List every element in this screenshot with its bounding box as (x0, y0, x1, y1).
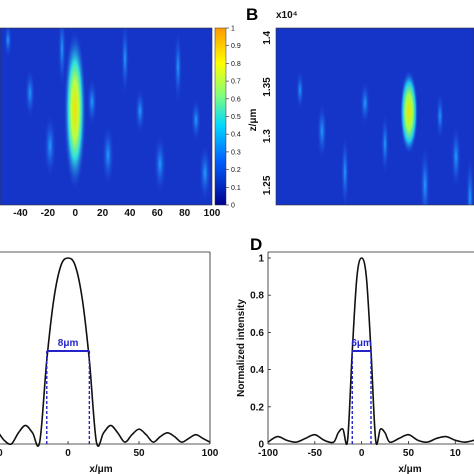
panel-b-y-tick-label: 1.25 (262, 175, 273, 195)
x-tick-label: 0 (359, 448, 365, 459)
panel-b-heatmap (276, 28, 474, 205)
colorbar-tick-label: 0.4 (231, 132, 241, 139)
panel-b-streak (360, 81, 370, 125)
panel-d-y-tick-label: 1 (258, 254, 264, 265)
panel-a-x-tick-label: -40 (13, 208, 28, 219)
panel-b-frame (275, 27, 474, 206)
colorbar-tick-label: 0.5 (231, 114, 241, 121)
panel-a-streak (4, 28, 12, 58)
colorbar-tick-label: 0.8 (231, 61, 241, 68)
panel-a-streak (58, 28, 66, 88)
colorbar (214, 27, 227, 206)
panel-c-fwhm-marker (46, 350, 91, 444)
panel-a-heatmap (0, 28, 212, 205)
panel-c-fwhm-label: 8μm (58, 338, 79, 349)
panel-b-streak (296, 70, 304, 110)
panel-a-streak (199, 144, 211, 202)
panel-b-background (276, 28, 474, 205)
panel-b-streak (466, 156, 474, 205)
colorbar-tick-label: 0.6 (231, 96, 241, 103)
panel-a-streak (154, 134, 166, 194)
x-tick-label: 0 (65, 448, 71, 459)
panel-a-x-tick-label: 60 (152, 208, 164, 219)
panel-c-plot: 8μm 50 0 50 100 x/μm (0, 251, 219, 474)
colorbar-tick-label: 0.3 (231, 149, 241, 156)
panel-c-x-label: x/μm (89, 464, 112, 474)
panel-b-streak (317, 102, 327, 160)
x-tick-label: 50 (403, 448, 415, 459)
colorbar-tick-label: 0.9 (231, 43, 241, 50)
panel-d-plot: 6μm -100 -50 0 50 10 00.20.40.60.81 x/μm Nor… (236, 251, 474, 474)
panel-a-focal-peak (64, 30, 86, 190)
panel-a-x-tick-label: 80 (179, 208, 191, 219)
panel-d-y-tick-label: 0.4 (250, 365, 264, 376)
panel-a-x-ticks: -40 -20 0 20 40 60 80 100 (13, 208, 220, 219)
panel-d-y-label: Normalized intensity (236, 299, 247, 397)
panel-d-intensity-curve (267, 257, 474, 446)
panel-b-y-tick-label: 1.35 (262, 77, 273, 97)
panel-a-streak (87, 78, 97, 126)
panel-b-y-ticks: 1.25 1.3 1.35 1.4 (262, 30, 273, 195)
panel-d-fwhm-marker (351, 350, 372, 444)
panel-b-streak (420, 145, 430, 205)
panel-b-y-multiplier: x10⁴ (276, 10, 298, 21)
panel-a-streak (135, 88, 145, 134)
panel-b-streak (381, 113, 389, 175)
panel-d-y-tick-label: 0.6 (250, 328, 264, 339)
panel-d-fwhm-label: 6μm (351, 338, 372, 349)
panel-d-x-label: x/μm (398, 464, 421, 474)
panel-b-focal-peak (400, 70, 418, 154)
colorbar-tick-label: 1 (231, 26, 235, 33)
panel-label-b: B (246, 5, 258, 24)
x-tick-label: -100 (258, 448, 278, 459)
panel-a-streak (191, 98, 201, 142)
colorbar-tick-label: 0.1 (231, 185, 241, 192)
panel-a-streak (25, 68, 35, 118)
panel-a-streaks (4, 28, 211, 202)
x-tick-label: -50 (308, 448, 323, 459)
panel-c-x-ticks: 50 0 50 100 (0, 441, 219, 459)
panel-d-y-tick-label: 0 (258, 440, 264, 451)
panel-d-y-ticks: 0 0.2 0.4 0.6 0.8 1 (250, 254, 271, 451)
panel-a-x-tick-label: -20 (41, 208, 56, 219)
panel-d-y-tick-label: 0.8 (250, 291, 264, 302)
panel-label-d: D (250, 235, 262, 254)
colorbar-tick-label: 0 (231, 203, 235, 210)
panel-c-intensity-curve (0, 257, 211, 447)
panel-a-streak (121, 28, 129, 96)
panel-a-x-tick-label: 0 (72, 208, 78, 219)
panel-b-streak (436, 92, 444, 140)
panel-a-x-tick-label: 20 (97, 208, 109, 219)
panel-d-x-ticks: -100 -50 0 50 10 (258, 441, 461, 459)
colorbar-ticks: 0 0.1 0.2 0.3 0.4 0.5 0.6 0.7 0.8 0.9 1 (226, 26, 241, 210)
x-tick-label: 100 (202, 448, 219, 459)
x-tick-label: 50 (133, 448, 145, 459)
panel-b-streak (341, 134, 349, 205)
colorbar-tick-label: 0.7 (231, 79, 241, 86)
panel-b-y-tick-label: 1.3 (262, 129, 273, 143)
panel-b-y-label: z/μm (248, 109, 259, 132)
x-tick-label: 50 (0, 448, 3, 459)
panel-a-x-tick-label: 100 (204, 208, 221, 219)
panel-a-streak (102, 124, 114, 186)
x-tick-label: 10 (450, 448, 462, 459)
panel-b-y-tick-label: 1.4 (262, 30, 273, 44)
panel-a-streak (174, 30, 182, 104)
panel-a-x-tick-label: 40 (124, 208, 136, 219)
colorbar-tick-label: 0.2 (231, 167, 241, 174)
panel-a-streak (44, 114, 56, 178)
panel-b-streak (451, 124, 461, 190)
panel-b-streaks (296, 70, 474, 205)
panel-a-frame (0, 27, 213, 206)
panel-d-y-tick-label: 0.2 (250, 402, 264, 413)
